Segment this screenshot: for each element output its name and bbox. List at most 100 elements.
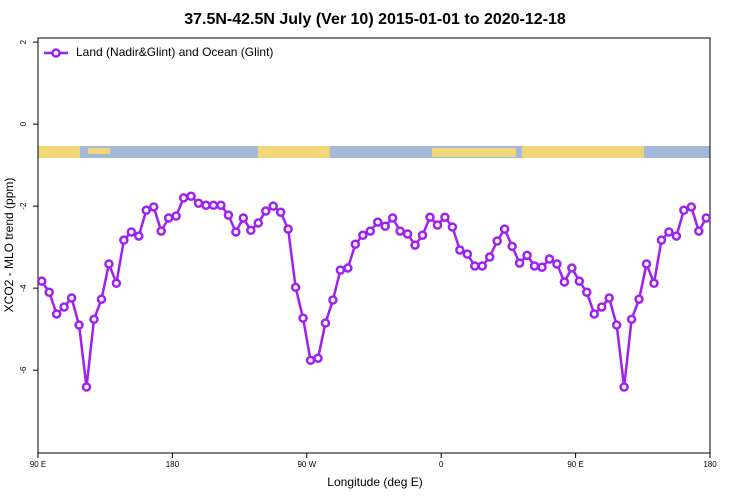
x-tick-label: 180	[166, 460, 180, 469]
data-point	[44, 287, 54, 297]
data-point	[380, 221, 390, 231]
data-point	[238, 213, 249, 223]
data-point	[126, 227, 137, 237]
data-point	[268, 201, 278, 211]
data-point	[74, 320, 84, 330]
data-point	[447, 222, 458, 232]
data-point	[626, 314, 637, 325]
data-point	[231, 227, 241, 237]
data-point	[619, 382, 629, 392]
data-point	[89, 314, 99, 325]
data-point	[440, 212, 450, 222]
data-point	[484, 252, 495, 262]
data-point	[649, 278, 659, 288]
data-point	[298, 313, 308, 323]
data-point	[544, 254, 555, 264]
data-point	[641, 259, 652, 269]
data-point	[395, 226, 405, 236]
data-point	[51, 309, 62, 319]
data-point	[514, 258, 525, 268]
y-tick-label: -6	[19, 366, 28, 374]
data-point	[223, 210, 234, 220]
y-tick-label: -4	[19, 284, 28, 292]
x-axis-label: Longitude (deg E)	[327, 475, 422, 489]
data-point	[567, 263, 577, 273]
data-point	[477, 261, 488, 271]
data-point	[96, 294, 107, 304]
y-tick-label: 0	[19, 121, 28, 126]
data-point	[425, 212, 435, 222]
data-point	[358, 230, 368, 240]
data-point	[260, 206, 271, 216]
data-point	[36, 276, 47, 286]
data-point	[283, 224, 293, 234]
data-point	[402, 229, 413, 239]
data-point	[462, 249, 473, 259]
data-point	[328, 295, 338, 305]
legend-label: Land (Nadir&Glint) and Ocean (Glint)	[76, 45, 273, 59]
data-point	[193, 198, 204, 209]
data-point	[186, 191, 196, 202]
x-tick-label: 0	[439, 460, 444, 469]
data-point	[148, 202, 159, 212]
data-point	[410, 240, 420, 250]
data-point	[664, 227, 674, 237]
data-point	[119, 235, 129, 245]
data-point	[507, 241, 517, 252]
data-point	[671, 231, 682, 241]
data-point	[522, 250, 532, 261]
data-point	[634, 294, 644, 304]
data-point	[66, 293, 77, 303]
data-point	[589, 309, 600, 319]
y-axis-label: XCO2 - MLO trend (ppm)	[2, 178, 16, 313]
plot-frame	[37, 37, 711, 454]
data-point	[59, 302, 69, 312]
land-ocean-strip	[38, 146, 710, 158]
data-point	[679, 205, 689, 215]
data-point	[701, 213, 712, 223]
data-point	[111, 278, 122, 288]
data-point	[492, 236, 502, 246]
data-point	[529, 261, 540, 271]
data-point	[313, 353, 323, 364]
data-point	[290, 282, 301, 293]
data-point	[372, 217, 383, 227]
data-point	[611, 320, 622, 330]
data-point	[104, 259, 114, 269]
data-point	[387, 213, 398, 223]
y-tick-label: 2	[19, 39, 28, 44]
x-tick-label: 180	[703, 460, 717, 469]
data-point	[552, 259, 562, 269]
data-point	[559, 277, 570, 287]
data-point	[216, 200, 226, 211]
data-point	[596, 302, 607, 312]
x-tick-label: 90 E	[30, 460, 46, 469]
data-point	[81, 382, 92, 392]
data-point	[163, 213, 174, 223]
data-point	[365, 226, 376, 236]
data-point	[604, 293, 614, 303]
data-point	[335, 265, 346, 275]
data-point	[343, 263, 353, 273]
y-tick-label: -2	[19, 202, 28, 210]
data-point	[470, 261, 480, 271]
data-point	[201, 200, 211, 211]
x-tick-label: 90 W	[297, 460, 316, 469]
data-point	[537, 262, 547, 272]
data-point	[686, 202, 697, 212]
data-point	[141, 205, 152, 215]
data-point	[275, 207, 286, 218]
data-point	[499, 224, 510, 234]
data-point	[694, 226, 704, 236]
data-point	[417, 230, 428, 240]
data-point	[156, 226, 166, 236]
data-point	[320, 318, 331, 328]
data-point	[350, 239, 361, 250]
data-point	[208, 200, 219, 211]
data-point	[253, 218, 264, 228]
data-point	[574, 276, 585, 286]
data-point	[246, 225, 256, 236]
legend-marker	[51, 48, 61, 58]
data-point	[582, 287, 592, 297]
